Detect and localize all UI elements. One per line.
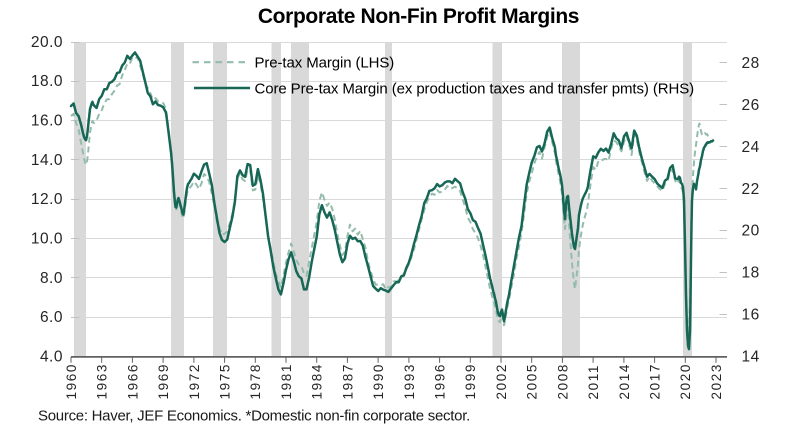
- svg-text:Corporate Non-Fin Profit Margi: Corporate Non-Fin Profit Margins: [258, 5, 579, 28]
- svg-text:16: 16: [742, 307, 760, 324]
- svg-text:28: 28: [742, 55, 760, 72]
- svg-text:2005: 2005: [525, 363, 540, 399]
- svg-text:1972: 1972: [187, 363, 202, 399]
- svg-text:14: 14: [742, 349, 760, 366]
- svg-text:1999: 1999: [463, 363, 478, 399]
- svg-text:2011: 2011: [586, 364, 601, 399]
- svg-text:12.0: 12.0: [31, 191, 63, 208]
- svg-text:2008: 2008: [555, 363, 570, 399]
- svg-text:1981: 1981: [279, 363, 294, 399]
- svg-text:20: 20: [742, 223, 760, 240]
- svg-text:1987: 1987: [340, 363, 355, 399]
- svg-text:1996: 1996: [433, 363, 448, 399]
- svg-text:2023: 2023: [709, 363, 724, 399]
- svg-text:1969: 1969: [156, 363, 171, 399]
- svg-text:18.0: 18.0: [31, 73, 63, 90]
- svg-text:4.0: 4.0: [40, 348, 63, 365]
- svg-text:26: 26: [742, 97, 760, 114]
- svg-text:14.0: 14.0: [31, 152, 63, 169]
- svg-text:1978: 1978: [248, 363, 263, 399]
- svg-text:Source: Haver, JEF Economics.: Source: Haver, JEF Economics. *Domestic …: [38, 407, 470, 424]
- svg-text:2017: 2017: [648, 363, 663, 399]
- svg-text:16.0: 16.0: [31, 113, 63, 130]
- svg-text:18: 18: [742, 265, 760, 282]
- svg-text:1963: 1963: [95, 363, 110, 399]
- svg-text:Core Pre-tax Margin (ex produc: Core Pre-tax Margin (ex production taxes…: [255, 80, 695, 97]
- svg-text:2002: 2002: [494, 363, 509, 399]
- svg-text:22: 22: [742, 181, 760, 198]
- svg-text:8.0: 8.0: [40, 270, 63, 287]
- svg-text:20.0: 20.0: [31, 34, 63, 51]
- svg-text:2020: 2020: [678, 363, 693, 399]
- svg-text:1966: 1966: [125, 363, 140, 399]
- svg-text:10.0: 10.0: [31, 231, 63, 248]
- svg-text:1975: 1975: [218, 363, 233, 399]
- svg-text:1960: 1960: [64, 363, 79, 399]
- svg-text:2014: 2014: [617, 363, 632, 399]
- svg-text:1990: 1990: [371, 363, 386, 399]
- svg-text:1984: 1984: [310, 363, 325, 399]
- svg-text:1993: 1993: [402, 363, 417, 399]
- svg-text:24: 24: [742, 139, 760, 156]
- svg-text:6.0: 6.0: [40, 309, 63, 326]
- svg-text:Pre-tax Margin (LHS): Pre-tax Margin (LHS): [255, 55, 395, 72]
